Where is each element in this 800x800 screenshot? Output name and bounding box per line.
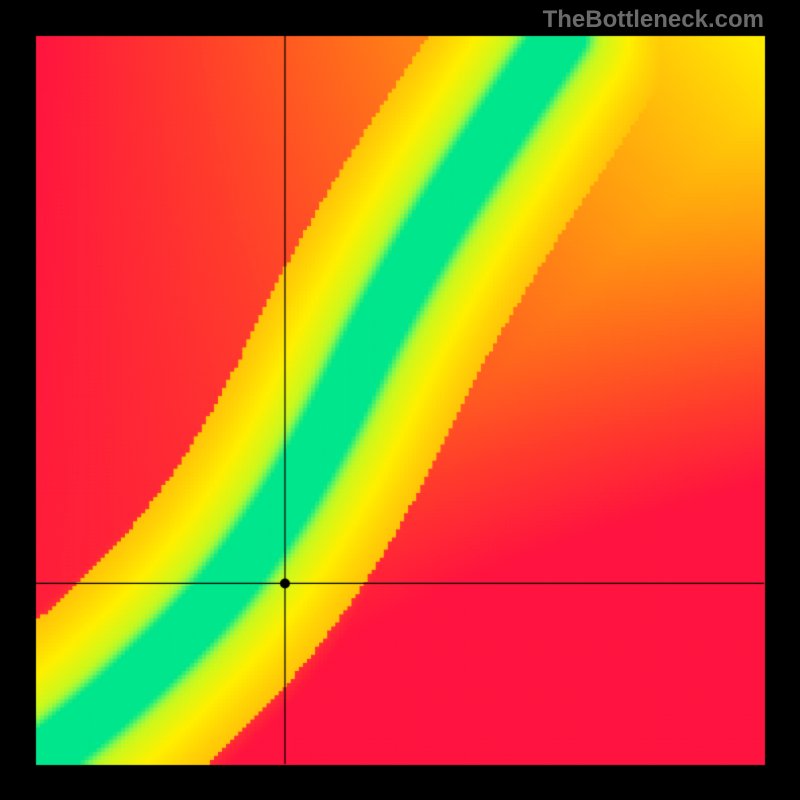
chart-container: { "canvas": { "width": 800, "height": 80… xyxy=(0,0,800,800)
watermark-text: TheBottleneck.com xyxy=(543,6,764,34)
bottleneck-heatmap xyxy=(0,0,800,800)
